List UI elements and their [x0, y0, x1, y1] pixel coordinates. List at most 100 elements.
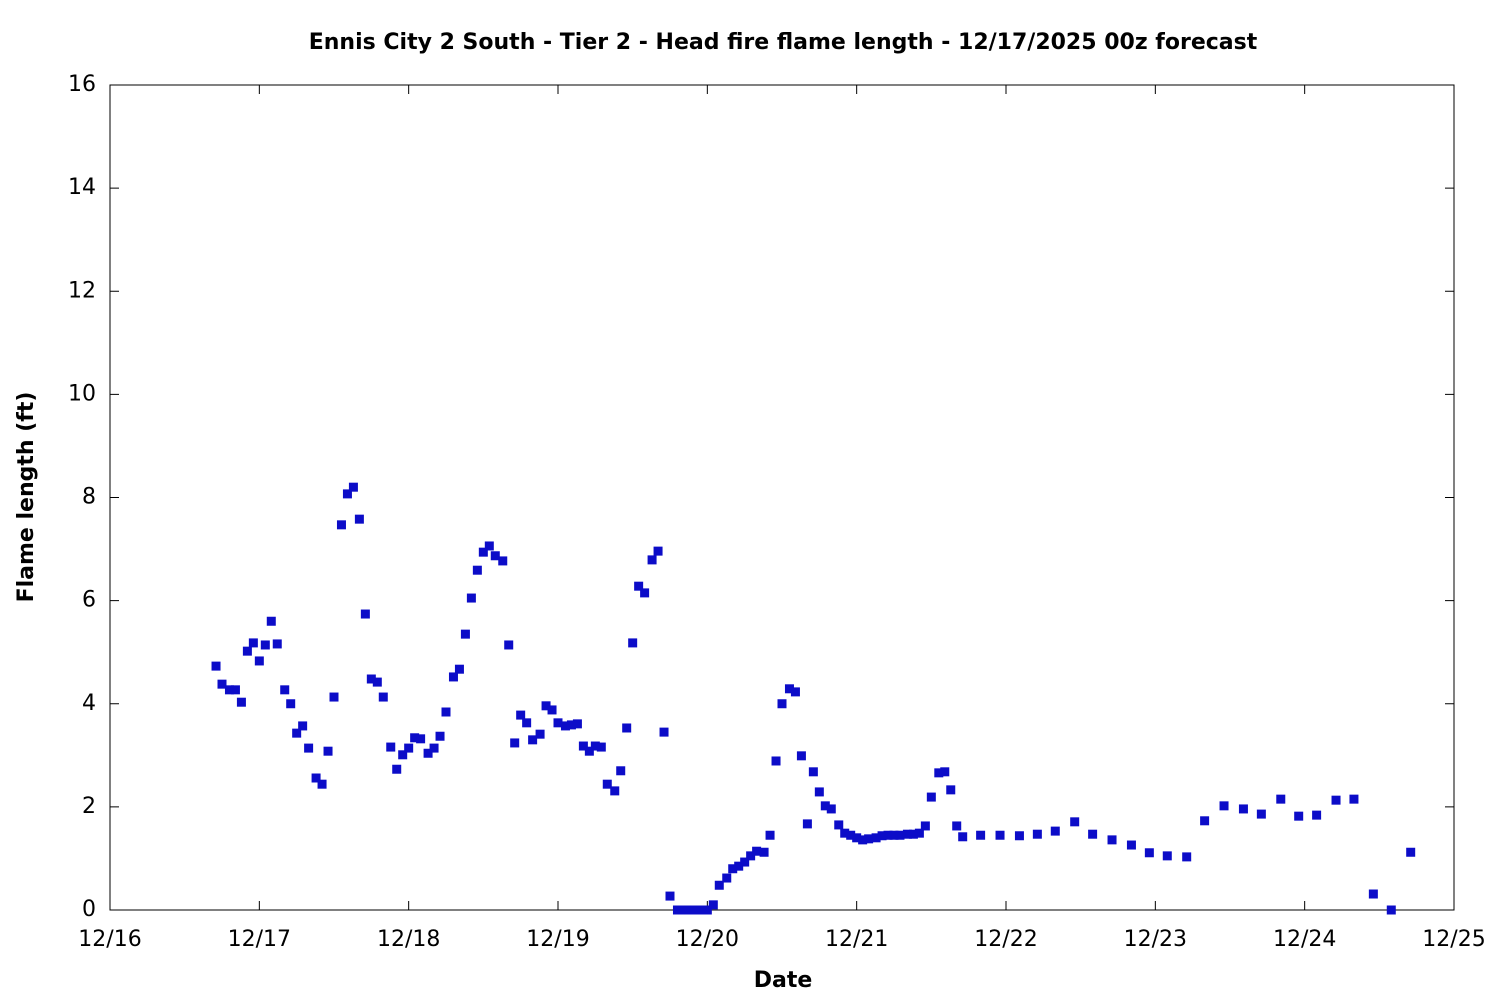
point [578, 741, 588, 751]
point [1050, 826, 1060, 836]
point [441, 707, 451, 717]
point [902, 829, 912, 839]
point [952, 821, 962, 831]
point [342, 489, 352, 499]
point [634, 581, 644, 591]
point [877, 831, 887, 841]
point [528, 735, 538, 745]
point [596, 742, 606, 752]
point [541, 701, 551, 711]
point [360, 609, 370, 619]
point [1276, 794, 1286, 804]
y-tick-label: 8 [82, 485, 96, 510]
point [690, 905, 700, 915]
point [752, 846, 762, 856]
point [410, 733, 420, 743]
point [920, 821, 930, 831]
point [1107, 835, 1117, 845]
point [765, 830, 775, 840]
point [317, 779, 327, 789]
point [790, 687, 800, 697]
point [484, 541, 494, 551]
point [547, 705, 557, 715]
point [684, 905, 694, 915]
y-axis-label: Flame length (ft) [14, 392, 39, 603]
point [995, 830, 1005, 840]
point [1256, 809, 1266, 819]
point [858, 835, 868, 845]
y-tick-label: 0 [82, 897, 96, 922]
point [895, 830, 905, 840]
point [560, 721, 570, 731]
point [1219, 801, 1229, 811]
point [272, 639, 282, 649]
point [647, 555, 657, 565]
point [248, 638, 258, 648]
point [820, 801, 830, 811]
point [1070, 817, 1080, 827]
point [254, 656, 264, 666]
point [976, 830, 986, 840]
point [714, 880, 724, 890]
point [366, 674, 376, 684]
point [696, 905, 706, 915]
point [808, 767, 818, 777]
x-tick-label: 12/25 [1422, 927, 1485, 952]
point [516, 710, 526, 720]
point [734, 861, 744, 871]
point [1349, 794, 1359, 804]
point [311, 773, 321, 783]
y-tick-label: 16 [68, 72, 96, 97]
point [622, 723, 632, 733]
point [864, 834, 874, 844]
point [602, 779, 612, 789]
point [572, 719, 582, 729]
point [1144, 848, 1154, 858]
point [616, 766, 626, 776]
point [1294, 811, 1304, 821]
point [610, 786, 620, 796]
point [746, 851, 756, 861]
point [416, 734, 426, 744]
point [722, 873, 732, 883]
point [566, 720, 576, 730]
point [242, 646, 252, 656]
point [348, 482, 358, 492]
point [304, 743, 314, 753]
point [1386, 905, 1396, 915]
y-tick-label: 2 [82, 794, 96, 819]
x-tick-label: 12/17 [228, 927, 291, 952]
point [286, 699, 296, 709]
point [728, 864, 738, 874]
point [889, 830, 899, 840]
point [826, 804, 836, 814]
point [708, 900, 718, 910]
point [940, 767, 950, 777]
point [224, 685, 234, 695]
point [934, 768, 944, 778]
point [1182, 852, 1192, 862]
point [386, 742, 396, 752]
point [398, 750, 408, 760]
point [672, 905, 682, 915]
point [914, 828, 924, 838]
y-tick-label: 6 [82, 588, 96, 613]
point [584, 746, 594, 756]
point [460, 629, 470, 639]
x-tick-label: 12/16 [78, 927, 141, 952]
point [702, 905, 712, 915]
point [771, 756, 781, 766]
point [329, 692, 339, 702]
point [883, 830, 893, 840]
x-tick-label: 12/19 [526, 927, 589, 952]
point [908, 829, 918, 839]
point [946, 785, 956, 795]
point [628, 638, 638, 648]
point [504, 640, 514, 650]
x-axis-label: Date [754, 968, 813, 993]
point [784, 684, 794, 694]
point [653, 546, 663, 556]
point [665, 891, 675, 901]
point [846, 830, 856, 840]
